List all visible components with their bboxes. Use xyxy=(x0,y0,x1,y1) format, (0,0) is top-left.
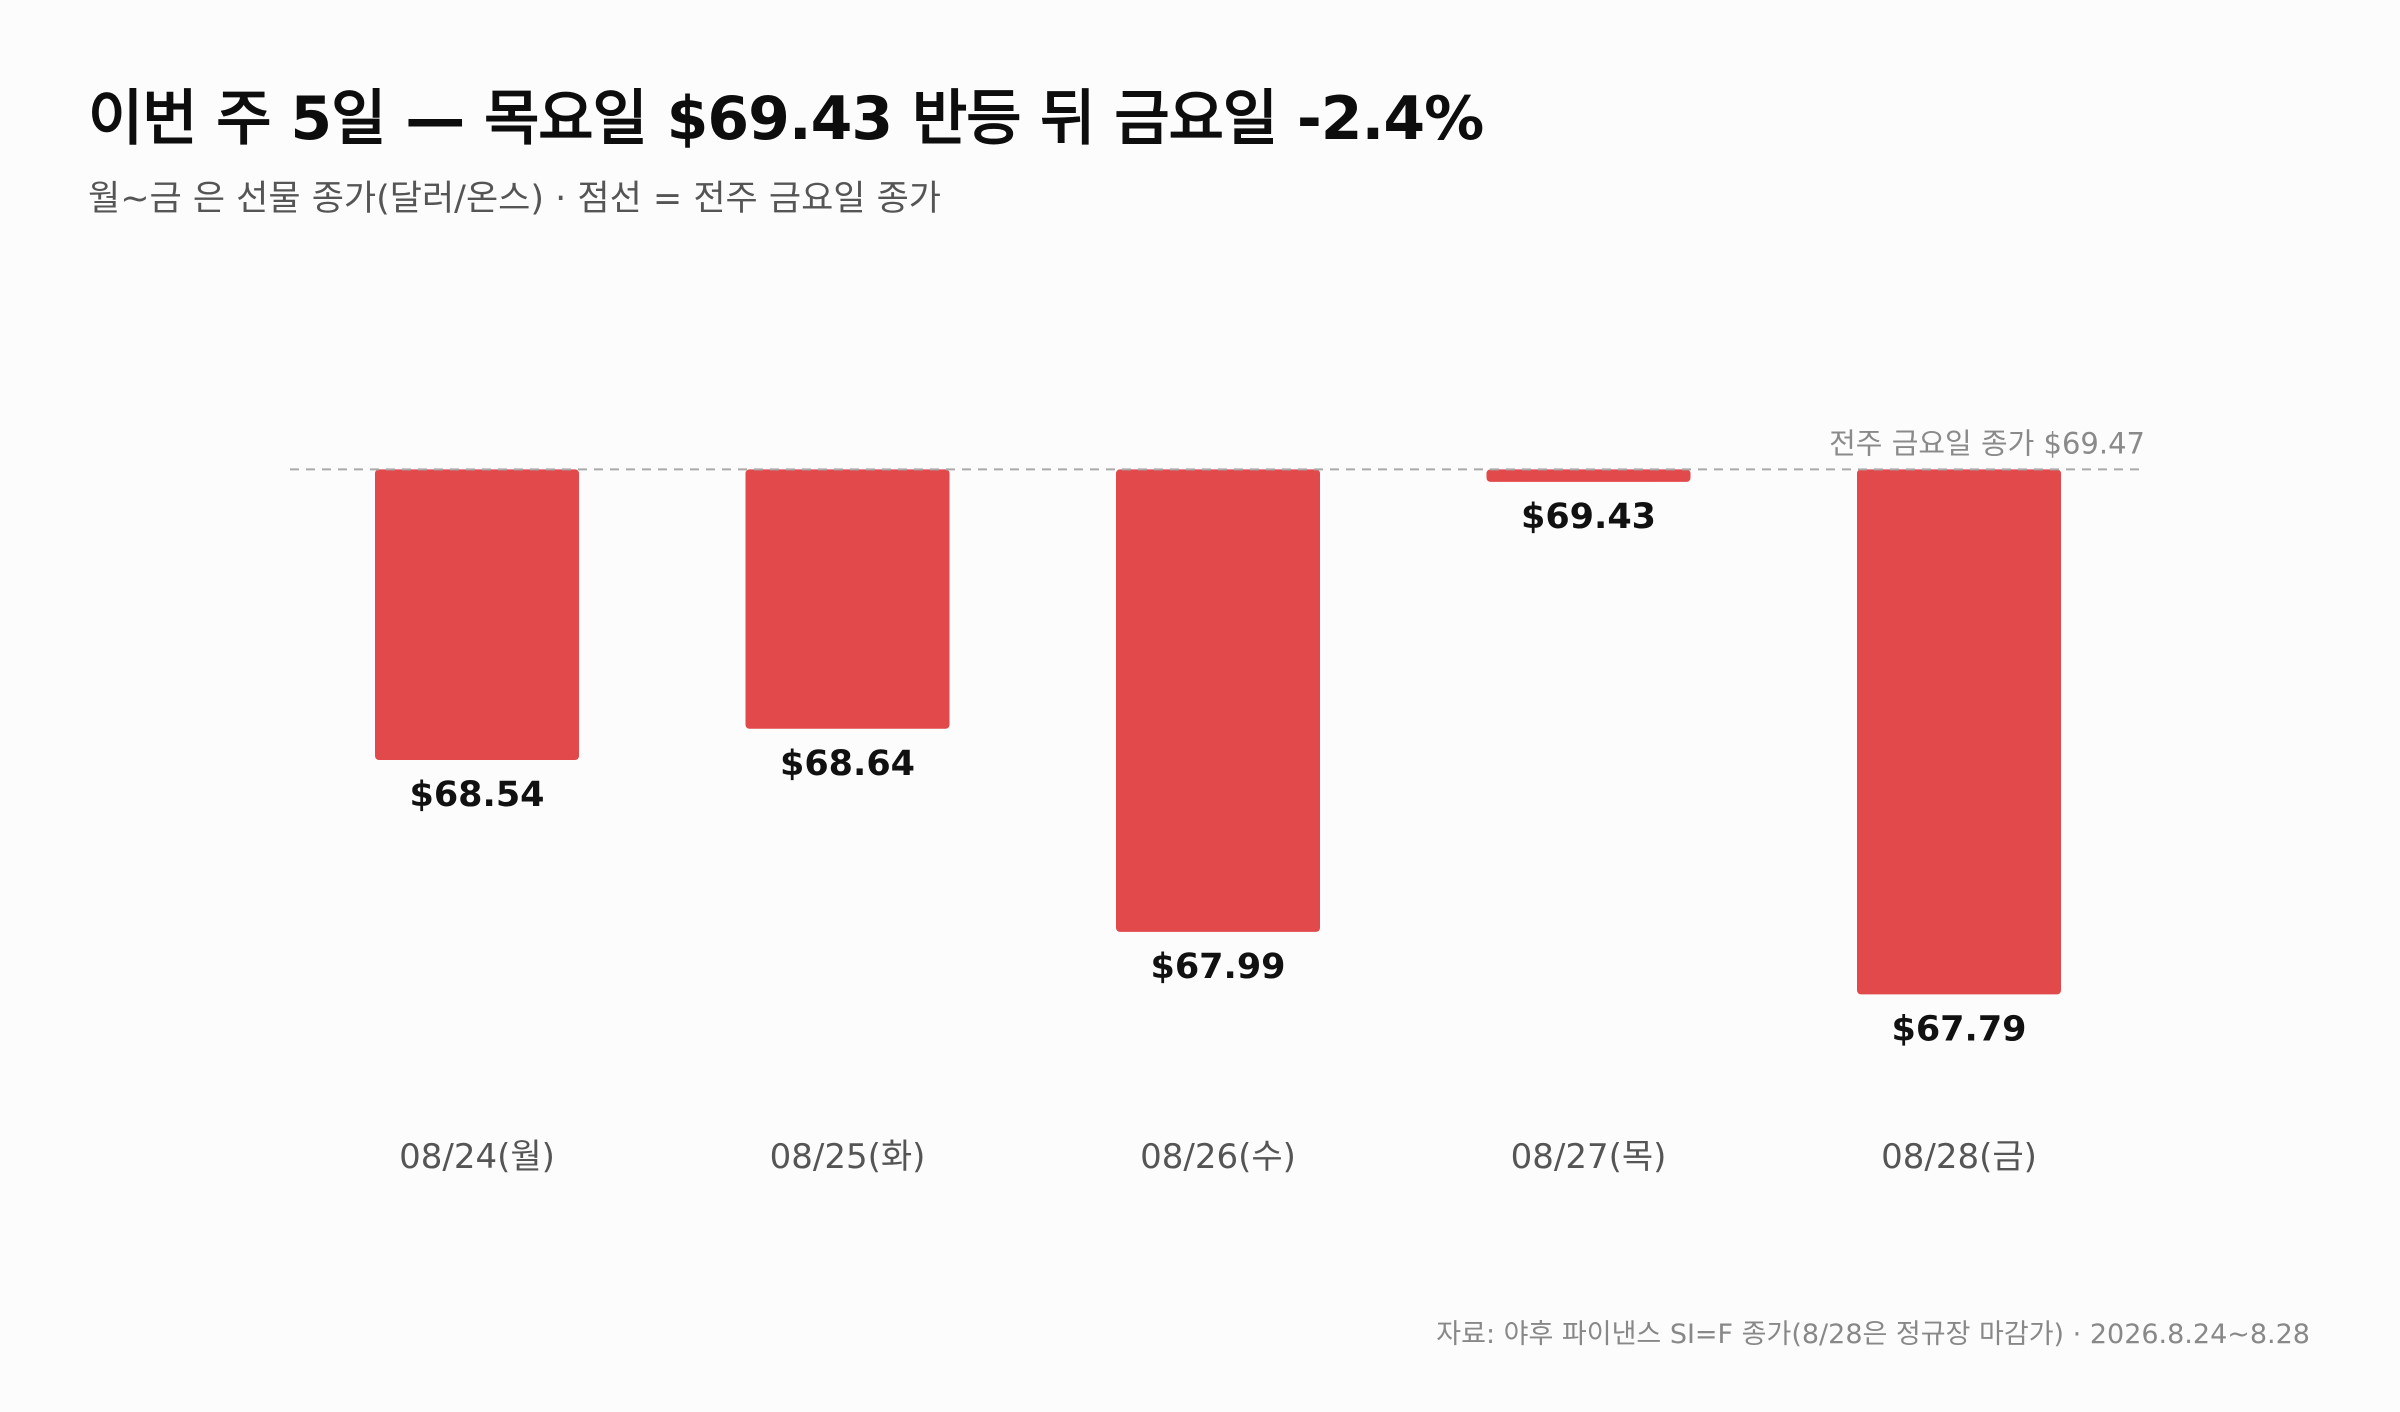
bar-value-label-2: $68.64 xyxy=(780,744,915,784)
bar-4 xyxy=(1486,469,1691,482)
source-note: 자료: 야후 파이낸스 SI=F 종가(8/28은 정규장 마감가) · 202… xyxy=(1436,1319,2310,1350)
category-label-5: 08/28(금) xyxy=(1881,1137,2037,1177)
bar-3 xyxy=(1116,469,1320,932)
bar-2 xyxy=(745,469,950,729)
bar-value-label-5: $67.79 xyxy=(1891,1009,2026,1049)
bar-1 xyxy=(375,469,579,760)
chart-title: 이번 주 5일 — 목요일 $69.43 반등 뒤 금요일 -2.4% xyxy=(88,84,1484,154)
chart-subtitle: 월~금 은 선물 종가(달러/온스) · 점선 = 전주 금요일 종가 xyxy=(88,179,942,219)
value-labels-group: $68.54 $68.64 $67.99 $69.43 $67.79 xyxy=(409,497,2026,1050)
category-labels-group: 08/24(월) 08/25(화) 08/26(수) 08/27(목) 08/28(금) xyxy=(399,1137,2037,1177)
category-label-3: 08/26(수) xyxy=(1140,1137,1296,1177)
bar-value-label-1: $68.54 xyxy=(409,775,544,815)
bar-value-label-3: $67.99 xyxy=(1150,947,1285,987)
category-label-2: 08/25(화) xyxy=(770,1137,926,1177)
bar-5 xyxy=(1857,469,2061,995)
category-label-4: 08/27(목) xyxy=(1511,1137,1667,1177)
bars-group xyxy=(375,469,2061,995)
reference-line-group: 전주 금요일 종가 $69.47 xyxy=(290,426,2145,471)
bar-value-label-4: $69.43 xyxy=(1521,497,1656,537)
reference-line-label: 전주 금요일 종가 $69.47 xyxy=(1829,426,2145,460)
category-label-1: 08/24(월) xyxy=(399,1137,555,1177)
